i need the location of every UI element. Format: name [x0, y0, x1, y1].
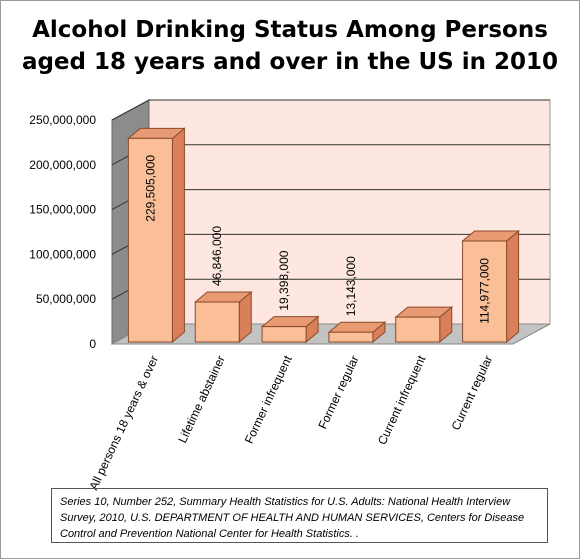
- y-tick-label: 100,000,000: [29, 247, 96, 261]
- x-tick-label: Former regular: [315, 353, 361, 431]
- x-tick-label: Current regular: [449, 353, 496, 432]
- y-tick-label: 150,000,000: [29, 203, 96, 217]
- bar: [261, 326, 307, 343]
- data-label: 19,398,000: [277, 250, 291, 310]
- bar: [395, 316, 441, 343]
- bar: [127, 137, 173, 343]
- bar-side: [506, 229, 520, 344]
- chart-title-line-2: aged 18 years and over in the US in 2010: [21, 49, 559, 75]
- data-label: 229,505,000: [143, 155, 157, 222]
- y-tick-label: 200,000,000: [29, 158, 96, 172]
- source-note: Series 10, Number 252, Summary Health St…: [51, 488, 548, 543]
- chart-title: Alcohol Drinking Status Among Persons ag…: [0, 14, 580, 78]
- bar: [462, 240, 508, 343]
- y-tick-label: 0: [89, 337, 96, 351]
- bar: [328, 331, 374, 343]
- bar: [194, 301, 240, 343]
- y-tick-label: 50,000,000: [36, 292, 96, 306]
- x-tick-label: All persons 18 years & over: [86, 353, 161, 492]
- x-tick-label: Former infrequent: [242, 353, 295, 446]
- gridline: [111, 99, 550, 121]
- data-label: 13,143,000: [344, 256, 358, 316]
- data-label: 114,977,000: [478, 258, 492, 324]
- y-tick-label: 250,000,000: [29, 113, 96, 127]
- chart-title-line-1: Alcohol Drinking Status Among Persons: [32, 17, 548, 43]
- bar-side: [171, 127, 185, 344]
- x-tick-label: Lifetime abstainer: [175, 353, 228, 445]
- x-tick-label: Current infrequent: [375, 353, 429, 447]
- data-label: 46,846,000: [210, 226, 224, 286]
